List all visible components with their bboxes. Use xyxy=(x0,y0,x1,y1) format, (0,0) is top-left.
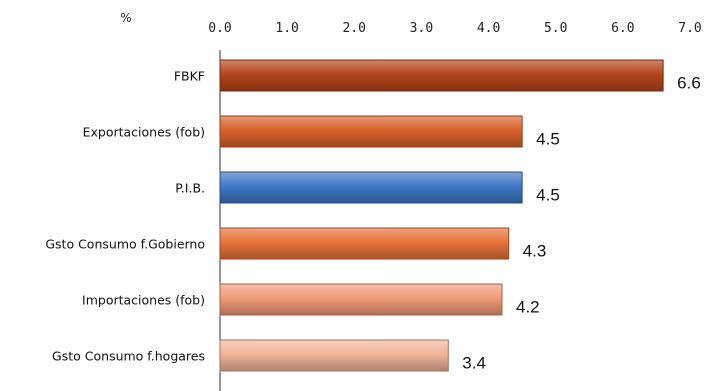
value-label: 6.6 xyxy=(677,74,701,93)
value-label: 3.4 xyxy=(462,354,486,373)
bar xyxy=(219,283,503,316)
x-axis: 0.0 1.0 2.0 3.0 4.0 5.0 6.0 7.0 xyxy=(208,21,701,36)
bar xyxy=(219,339,449,372)
category-label: FBKF xyxy=(174,69,205,84)
value-label: 4.2 xyxy=(516,298,540,317)
x-tick-label: 7.0 xyxy=(678,21,701,36)
bars: FBKF 6.6 Exportaciones (fob) 4.5 P.I.B. 4.5 Gs… xyxy=(45,59,701,373)
x-tick-label: 6.0 xyxy=(611,21,634,36)
category-label: Exportaciones (fob) xyxy=(83,125,205,140)
value-label: 4.5 xyxy=(536,130,560,149)
category-label: Importaciones (fob) xyxy=(82,293,205,308)
x-tick-label: 5.0 xyxy=(544,21,567,36)
category-label: P.I.B. xyxy=(175,181,205,196)
bar xyxy=(219,227,510,260)
x-tick-label: 2.0 xyxy=(343,21,366,36)
bar xyxy=(219,171,523,204)
x-tick-label: 4.0 xyxy=(477,21,500,36)
bar xyxy=(219,115,523,148)
x-tick-label: 3.0 xyxy=(410,21,433,36)
axis-unit-label: % xyxy=(120,11,131,25)
value-label: 4.5 xyxy=(536,186,560,205)
x-tick-label: 1.0 xyxy=(275,21,298,36)
value-label: 4.3 xyxy=(523,242,547,261)
category-label: Gsto Consumo f.Gobierno xyxy=(45,237,205,252)
category-label: Gsto Consumo f.hogares xyxy=(52,349,205,364)
x-tick-label: 0.0 xyxy=(208,21,231,36)
bar xyxy=(219,59,664,92)
